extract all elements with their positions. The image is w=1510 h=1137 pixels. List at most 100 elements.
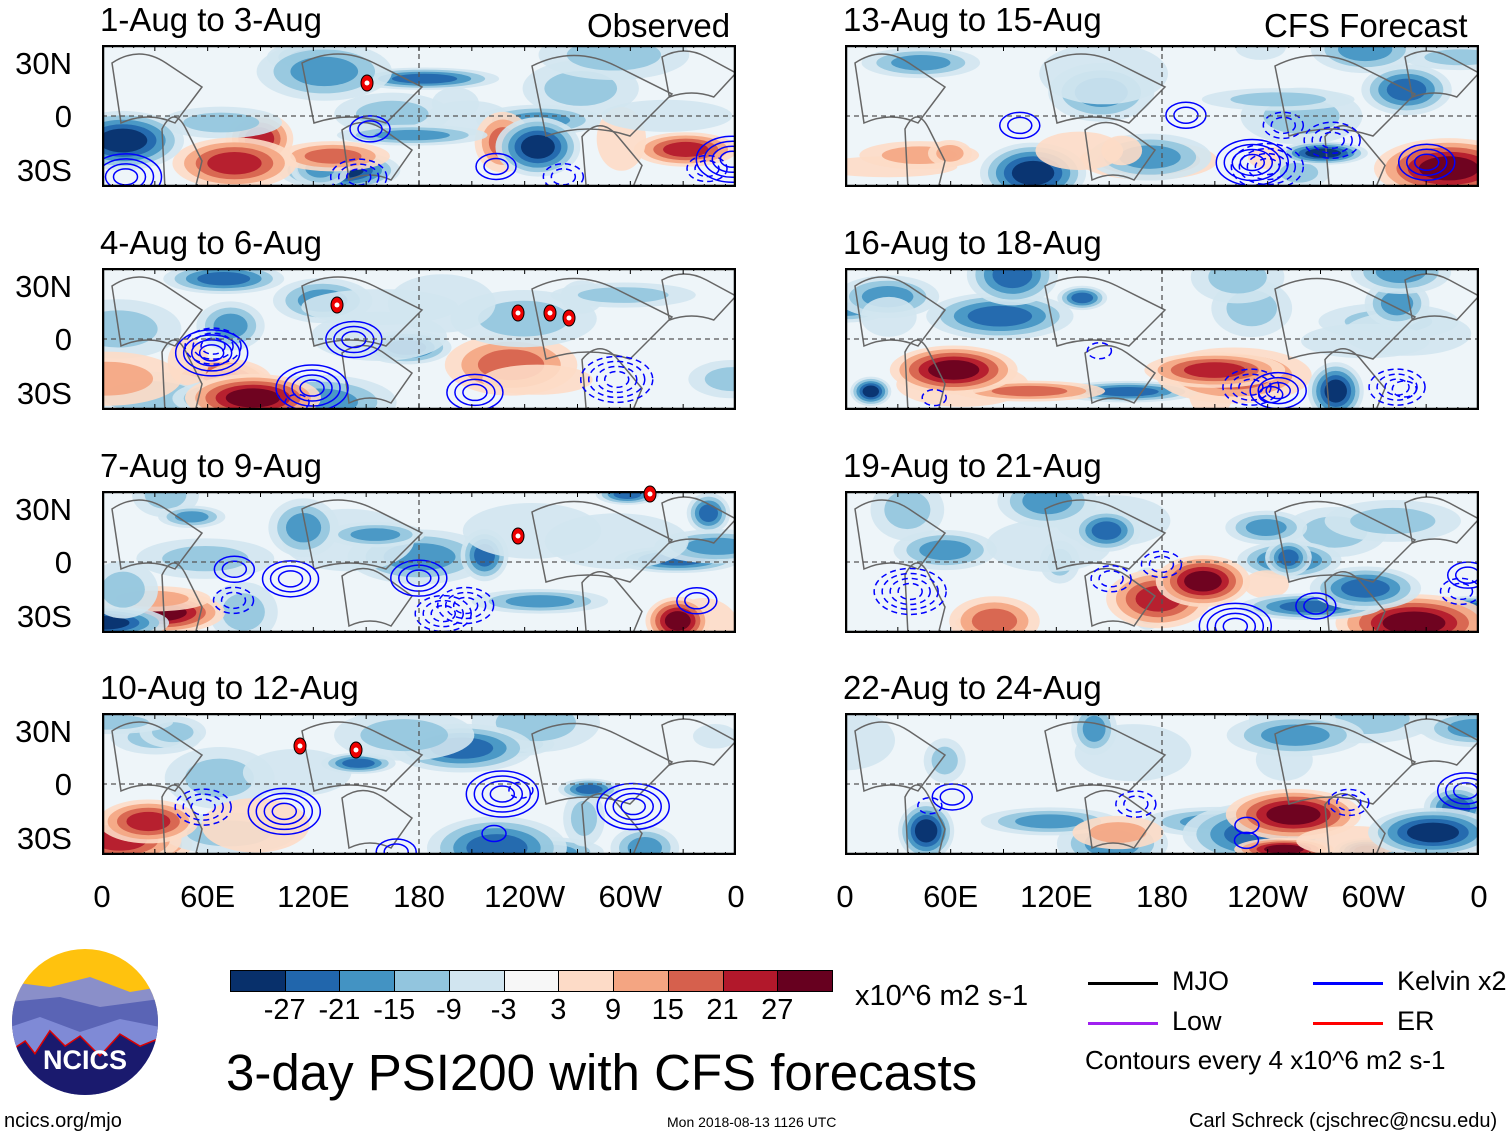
panel-title: 7-Aug to 9-Aug xyxy=(100,447,322,484)
longitude-label: 0 xyxy=(727,879,745,914)
negative-contour xyxy=(1368,368,1426,406)
colorbar-swatch xyxy=(613,970,669,992)
anomaly-blob xyxy=(1190,268,1285,304)
coastline xyxy=(581,348,643,410)
map-panel xyxy=(102,268,736,410)
anomaly-blob xyxy=(1225,510,1308,545)
positive-contour xyxy=(261,560,320,598)
longitude-label: 60W xyxy=(598,879,663,914)
anomaly-blob xyxy=(1057,285,1108,311)
anomaly-blob xyxy=(645,596,711,633)
positive-contour xyxy=(375,838,417,855)
coastline xyxy=(341,789,414,850)
legend-label: Low xyxy=(1172,1006,1222,1036)
panel-frame xyxy=(845,45,1479,187)
positive-contour xyxy=(1233,831,1260,850)
footer-url[interactable]: ncics.org/mjo xyxy=(4,1110,122,1132)
coastline xyxy=(1084,121,1157,182)
anomaly-blob xyxy=(1071,713,1117,755)
positive-contour xyxy=(247,787,322,836)
negative-contour xyxy=(212,586,255,615)
legend-line-kelvin-x2 xyxy=(1313,982,1383,985)
anomaly-blob xyxy=(387,274,496,333)
anomaly-blob xyxy=(102,560,158,619)
positive-contour xyxy=(481,824,507,843)
positive-contour xyxy=(1198,602,1273,633)
tropical-cyclone-icon xyxy=(349,741,363,759)
panel-frame xyxy=(845,268,1479,410)
positive-contour xyxy=(1397,143,1456,181)
colorbar-label: 3 xyxy=(550,994,567,1026)
positive-contour xyxy=(465,770,540,818)
anomaly-blob xyxy=(1309,566,1422,611)
negative-contour xyxy=(1303,121,1361,160)
panel-frame xyxy=(845,713,1479,855)
tropical-cyclone-icon xyxy=(543,304,557,322)
colorbar-swatch xyxy=(777,970,833,992)
anomaly-blob xyxy=(1307,362,1364,410)
positive-contour xyxy=(174,329,249,377)
tropical-cyclone-icon xyxy=(562,309,576,327)
positive-contour xyxy=(1295,592,1337,620)
anomaly-blob xyxy=(102,299,182,359)
anomaly-blob xyxy=(336,124,488,146)
anomaly-blob xyxy=(923,738,966,783)
coastline xyxy=(661,50,736,99)
coastline xyxy=(341,344,414,405)
coastline xyxy=(161,784,203,855)
anomaly-blob xyxy=(1368,807,1479,855)
negative-contour xyxy=(1230,142,1305,187)
longitude-label: 0 xyxy=(93,879,111,914)
panel-frame xyxy=(102,491,736,633)
anomaly-blob xyxy=(889,345,1018,395)
anomaly-blob xyxy=(276,141,390,172)
coastline xyxy=(904,339,946,410)
anomaly-blob xyxy=(1265,539,1312,577)
coastline xyxy=(301,276,424,347)
anomaly-blob xyxy=(256,45,392,101)
colorbar-label: 9 xyxy=(605,994,622,1026)
longitude-label: 60E xyxy=(180,879,236,914)
tropical-cyclone-icon xyxy=(643,485,657,503)
anomaly-blob xyxy=(158,505,226,529)
coastline xyxy=(581,571,643,633)
anomaly-blob xyxy=(321,752,396,774)
panel-title: 1-Aug to 3-Aug xyxy=(100,1,322,38)
colorbar-swatch xyxy=(503,970,560,992)
positive-contour xyxy=(676,587,718,615)
longitude-label: 120E xyxy=(1020,879,1093,914)
coastline xyxy=(1324,125,1386,187)
longitude-label: 120E xyxy=(277,879,350,914)
negative-contour xyxy=(1086,341,1113,360)
panel-frame xyxy=(102,713,736,855)
coastline xyxy=(1404,718,1479,767)
coastline xyxy=(111,53,204,125)
negative-contour xyxy=(921,388,947,407)
colorbar-swatch xyxy=(230,970,286,992)
anomaly-blob xyxy=(538,45,690,80)
colorbar-label: 27 xyxy=(761,994,794,1026)
anomaly-blob xyxy=(196,301,265,351)
coastline xyxy=(1404,496,1479,545)
anomaly-blob xyxy=(550,282,696,308)
anomaly-blob xyxy=(160,106,283,139)
coastline xyxy=(661,273,736,322)
anomaly-blob xyxy=(966,268,1058,306)
legend-label: MJO xyxy=(1172,966,1229,996)
colorbar-swatch xyxy=(448,970,505,992)
anomaly-blob xyxy=(692,723,736,749)
negative-contour xyxy=(174,788,232,826)
coastline xyxy=(1324,348,1386,410)
coastline xyxy=(1044,499,1167,570)
negative-contour xyxy=(1090,565,1132,593)
coastline xyxy=(1324,793,1386,855)
legend-line-mjo xyxy=(1088,982,1158,985)
longitude-label: 0 xyxy=(836,879,854,914)
anomaly-blob xyxy=(1144,352,1286,388)
anomaly-blob xyxy=(172,137,297,187)
anomaly-blob xyxy=(845,713,895,771)
observed-header: Observed xyxy=(587,7,731,44)
negative-contour xyxy=(917,796,943,815)
panel-title: 19-Aug to 21-Aug xyxy=(843,447,1102,484)
longitude-label: 120W xyxy=(484,879,566,914)
